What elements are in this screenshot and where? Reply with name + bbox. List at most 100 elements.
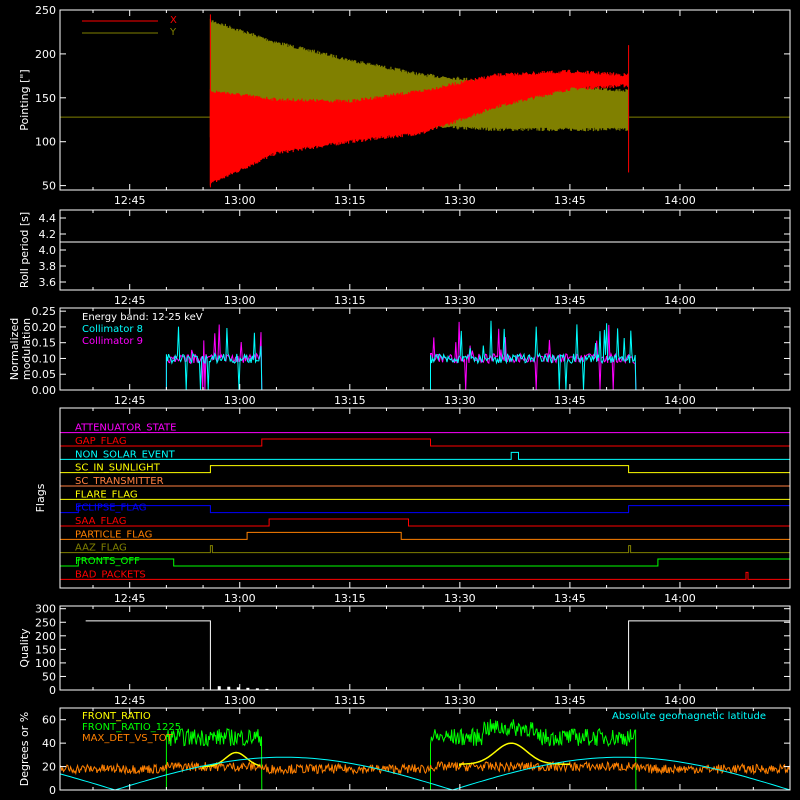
quality-x-tick-label: 13:00 — [224, 694, 256, 707]
quality-bump — [255, 688, 259, 690]
flags-y-label: Flags — [34, 483, 47, 512]
latitude-series-max-det-vs-tot — [59, 760, 791, 776]
latitude-y-tick-label: 20 — [42, 761, 56, 774]
roll-x-tick-label: 14:00 — [664, 294, 696, 307]
roll-y-label: Roll period [s] — [18, 212, 31, 288]
roll-plot-frame — [59, 209, 791, 291]
quality-x-tick-label: 12:45 — [114, 694, 146, 707]
modulation-y-tick-label: 0.20 — [32, 321, 57, 334]
pointing-x-tick-label: 12:45 — [114, 194, 146, 207]
flag-label-sc-in-sunlight: SC_IN_SUNLIGHT — [75, 463, 161, 474]
pointing-x-tick-label: 14:00 — [664, 194, 696, 207]
modulation-series-collimator-8 — [60, 320, 790, 391]
pointing-y-tick-label: 200 — [35, 48, 56, 61]
quality-y-tick-label: 200 — [35, 630, 56, 643]
quality-bump — [236, 687, 240, 690]
modulation-plot-frame — [59, 307, 791, 391]
quality-line — [85, 620, 790, 691]
roll-x-tick-label: 13:30 — [444, 294, 476, 307]
flags-x-tick-label: 13:00 — [224, 592, 256, 605]
pointing-x-tick-label: 13:45 — [554, 194, 586, 207]
flag-line-particle-flag — [60, 531, 790, 540]
modulation-y-label-2: modulation — [20, 318, 33, 380]
roll-x-tick-label: 13:45 — [554, 294, 586, 307]
flag-line-eclipse-flag — [60, 505, 791, 514]
latitude-legend-front-ratio-1225: FRONT_RATIO_1225 — [82, 722, 181, 733]
modulation-legend-collimator-9: Collimator 9 — [82, 336, 143, 347]
modulation-x-tick-label: 13:30 — [444, 394, 476, 407]
latitude-series-geomagnetic-latitude — [59, 756, 791, 791]
quality-y-label: Quality — [18, 628, 31, 668]
latitude-y-tick-label: 0 — [49, 784, 56, 797]
latitude-plot-frame — [59, 707, 791, 791]
roll-y-tick-label: 3.8 — [39, 260, 57, 273]
quality-y-tick-label: 0 — [49, 684, 56, 697]
pointing-y-tick-label: 250 — [35, 4, 56, 17]
latitude-series-front-ratio-1225 — [165, 719, 637, 791]
quality-bump — [217, 686, 221, 690]
roll-x-tick-label: 12:45 — [114, 294, 146, 307]
flag-label-non-solar-event: NON_SOLAR_EVENT — [75, 449, 176, 460]
modulation-y-tick-label: 0.25 — [32, 305, 57, 318]
flag-line-saa-flag — [60, 518, 790, 527]
pointing-y-tick-label: 50 — [42, 180, 56, 193]
quality-bump — [246, 687, 250, 690]
pointing-plot-frame — [59, 9, 791, 191]
roll-y-tick-label: 4.0 — [39, 244, 57, 257]
latitude-y-label: Degrees or % — [18, 712, 31, 786]
roll-y-tick-label: 4.4 — [39, 212, 57, 225]
flags-x-tick-label: 13:30 — [444, 592, 476, 605]
modulation-energy-band-label: Energy band: 12-25 keV — [82, 312, 203, 323]
legend-label-x: X — [170, 15, 177, 26]
flags-x-tick-label: 13:15 — [334, 592, 366, 605]
roll-x-tick-label: 13:15 — [334, 294, 366, 307]
latitude-y-tick-label: 60 — [42, 714, 56, 727]
flag-label-bad-packets: BAD_PACKETS — [75, 569, 146, 580]
pointing-x-tick-label: 13:30 — [444, 194, 476, 207]
flag-line-bad-packets — [60, 571, 790, 580]
quality-x-tick-label: 13:15 — [334, 694, 366, 707]
quality-x-tick-label: 14:00 — [664, 694, 696, 707]
quality-bump — [265, 688, 269, 690]
modulation-y-label: Normalized — [8, 318, 21, 380]
modulation-y-tick-label: 0.05 — [32, 368, 57, 381]
modulation-x-tick-label: 13:00 — [224, 394, 256, 407]
quality-x-tick-label: 13:45 — [554, 694, 586, 707]
quality-plot-frame — [59, 605, 791, 691]
flags-plot-frame — [59, 407, 791, 589]
modulation-legend-collimator-8: Collimator 8 — [82, 324, 143, 335]
flag-line-aaz-flag — [60, 545, 790, 554]
modulation-y-tick-label: 0.00 — [32, 384, 57, 397]
latitude-legend-front-ratio: FRONT_RATIO — [82, 711, 151, 722]
flags-x-tick-label: 14:00 — [664, 592, 696, 605]
modulation-x-tick-label: 14:00 — [664, 394, 696, 407]
quality-x-tick-label: 13:30 — [444, 694, 476, 707]
pointing-y-label: Pointing ["] — [18, 69, 31, 130]
modulation-x-tick-label: 12:45 — [114, 394, 146, 407]
latitude-legend-max-det-vs-tot: MAX_DET_VS_TOT — [82, 733, 174, 744]
modulation-y-tick-label: 0.10 — [32, 352, 57, 365]
flag-line-fronts-off — [60, 558, 791, 567]
roll-y-tick-label: 3.6 — [39, 276, 57, 289]
modulation-x-tick-label: 13:15 — [334, 394, 366, 407]
flag-label-gap-flag: GAP_FLAG — [75, 436, 127, 447]
flag-label-attenuator-state: ATTENUATOR_STATE — [75, 423, 176, 434]
flag-label-eclipse-flag: ECLIPSE_FLAG — [75, 503, 146, 514]
quality-y-tick-label: 150 — [35, 643, 56, 656]
quality-y-tick-label: 300 — [35, 603, 56, 616]
modulation-x-tick-label: 13:45 — [554, 394, 586, 407]
flag-label-aaz-flag: AAZ_FLAG — [75, 543, 127, 554]
quality-y-tick-label: 50 — [42, 670, 56, 683]
pointing-x-tick-label: 13:00 — [224, 194, 256, 207]
pointing-y-tick-label: 100 — [35, 136, 56, 149]
roll-y-tick-label: 4.2 — [39, 228, 57, 241]
flag-line-non-solar-event — [60, 451, 790, 460]
flag-label-flare-flag: FLARE_FLAG — [75, 489, 138, 500]
flag-label-saa-flag: SAA_FLAG — [75, 516, 126, 527]
flag-label-particle-flag: PARTICLE_FLAG — [75, 529, 152, 540]
pointing-y-tick-label: 150 — [35, 92, 56, 105]
flags-x-tick-label: 12:45 — [114, 592, 146, 605]
roll-x-tick-label: 13:00 — [224, 294, 256, 307]
flags-x-tick-label: 13:45 — [554, 592, 586, 605]
